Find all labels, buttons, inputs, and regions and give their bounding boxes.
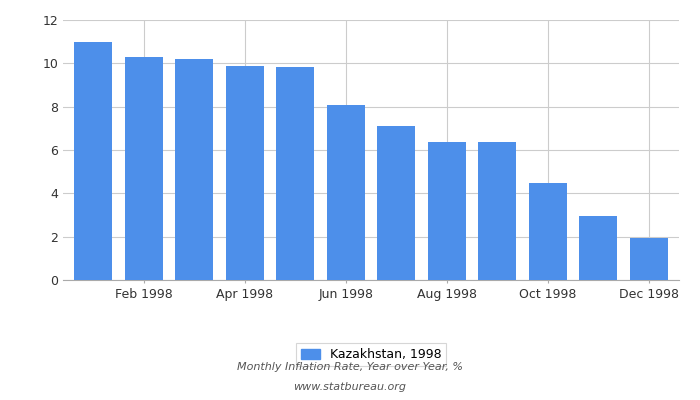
Bar (478, 142, 516, 280)
Bar (377, 126, 415, 280)
Text: www.statbureau.org: www.statbureau.org (293, 382, 407, 392)
Bar (630, 238, 668, 280)
Bar (125, 57, 162, 280)
Bar (580, 216, 617, 280)
Bar (276, 66, 314, 280)
Bar (428, 142, 466, 280)
Bar (327, 104, 365, 280)
Bar (528, 182, 567, 280)
Legend: Kazakhstan, 1998: Kazakhstan, 1998 (296, 344, 446, 366)
Bar (74, 42, 112, 280)
Bar (226, 66, 264, 280)
Text: Monthly Inflation Rate, Year over Year, %: Monthly Inflation Rate, Year over Year, … (237, 362, 463, 372)
Bar (175, 59, 214, 280)
